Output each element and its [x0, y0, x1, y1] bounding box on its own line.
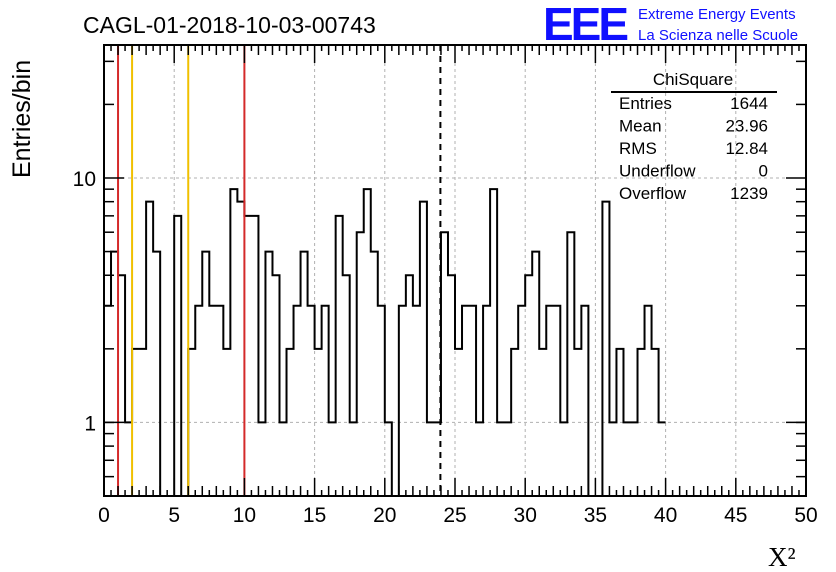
logo-mark: EEE	[543, 0, 627, 50]
histogram-bin	[645, 306, 652, 496]
histogram-bin	[385, 422, 392, 496]
x-tick-label: 35	[584, 504, 607, 527]
histogram-bin	[567, 232, 574, 496]
histogram-bin	[216, 306, 223, 496]
grid-lines	[104, 45, 806, 496]
stats-box: ChiSquare Entries 1644 Mean 23.96 RMS 12.84 Un…	[611, 70, 777, 203]
histogram-bin	[560, 422, 567, 496]
histogram-bin	[420, 202, 427, 496]
chart-title: CAGL-01-2018-10-03-00743	[83, 12, 376, 38]
x-tick-label: 50	[794, 504, 817, 527]
histogram-bin	[525, 275, 532, 496]
histogram-bin	[413, 306, 420, 496]
histogram-bin	[364, 189, 371, 496]
histogram-bin	[448, 275, 455, 496]
histogram-bin	[399, 306, 406, 496]
histogram-bin	[469, 306, 476, 496]
histogram-bin	[237, 202, 244, 496]
histogram-bin	[125, 422, 132, 496]
histogram-bin	[111, 252, 118, 496]
histogram-bin	[532, 252, 539, 496]
histogram-bin	[343, 275, 350, 496]
histogram-bin	[602, 202, 609, 496]
histogram-bin	[553, 306, 560, 496]
stats-title: ChiSquare	[653, 70, 733, 89]
x-tick-label: 45	[724, 504, 747, 527]
x-axis-label: X²	[768, 542, 796, 572]
histogram-bin	[230, 189, 237, 496]
histogram-outline	[104, 188, 666, 497]
histogram-bin	[251, 216, 258, 496]
histogram-bin	[329, 422, 336, 496]
stats-label: Entries	[619, 94, 672, 113]
x-tick-label: 0	[98, 504, 110, 527]
x-tick-label: 25	[443, 504, 466, 527]
histogram-bin	[280, 422, 287, 496]
axis-ticks	[103, 45, 807, 497]
histogram-bin	[546, 306, 553, 496]
histogram-bin	[504, 422, 511, 496]
histogram-bin	[518, 306, 525, 496]
histogram-bin	[104, 306, 111, 496]
stats-label: Overflow	[619, 184, 687, 203]
histogram-bin	[350, 422, 357, 496]
histogram-bin	[174, 216, 181, 496]
stats-value: 23.96	[725, 117, 768, 136]
histogram-bin	[476, 422, 483, 496]
x-tick-label: 40	[654, 504, 677, 527]
histogram-bin	[631, 422, 638, 496]
eee-logo: EEE Extreme Energy Events La Scienza nel…	[543, 0, 798, 50]
x-tick-label: 20	[373, 504, 396, 527]
histogram-bin	[427, 422, 434, 496]
stats-value: 0	[759, 162, 768, 181]
histogram-bin	[146, 202, 153, 496]
y-tick-label: 10	[73, 168, 96, 191]
stats-label: Mean	[619, 117, 662, 136]
stats-label: Underflow	[619, 162, 696, 181]
y-tick-label: 1	[84, 412, 96, 435]
histogram-bin	[308, 306, 315, 496]
stats-value: 1644	[730, 94, 768, 113]
x-tick-labels: 0 5 10 15 20 25 30 35 40 45 50	[98, 504, 818, 527]
histogram-bin	[609, 422, 616, 496]
y-axis-label: Entries/bin	[8, 60, 36, 178]
histogram-bin	[195, 306, 202, 496]
histogram-bin	[301, 252, 308, 496]
y-tick-labels: 1 10	[73, 168, 96, 435]
x-tick-label: 30	[514, 504, 537, 527]
stats-value: 1239	[730, 184, 768, 203]
histogram-bin	[118, 275, 125, 496]
logo-line-2: La Scienza nelle Scuole	[638, 27, 798, 44]
histogram-bin	[357, 232, 364, 496]
x-tick-label: 10	[233, 504, 256, 527]
histogram-bin	[258, 422, 265, 496]
histogram-bin	[378, 306, 385, 496]
histogram-bin	[272, 275, 279, 496]
histogram-bin	[153, 252, 160, 496]
histogram-bin	[462, 306, 469, 496]
histogram-bin	[581, 306, 588, 496]
histogram-bin	[406, 275, 413, 496]
histogram-bin	[209, 306, 216, 496]
histogram-bin	[322, 306, 329, 496]
x-tick-label: 5	[168, 504, 180, 527]
histogram-bin	[294, 306, 301, 496]
histogram-bin	[244, 216, 251, 496]
histogram-bin	[490, 189, 497, 496]
stats-value: 12.84	[725, 139, 768, 158]
histogram-bin	[483, 306, 490, 496]
histogram-bin	[497, 422, 504, 496]
histogram-bin	[659, 422, 666, 496]
histogram-bin	[336, 216, 343, 496]
histogram-bin	[265, 252, 272, 496]
histogram-bin	[441, 232, 448, 496]
logo-line-1: Extreme Energy Events	[638, 6, 796, 23]
x-tick-label: 15	[303, 504, 326, 527]
histogram-bin	[202, 252, 209, 496]
histogram-bin	[371, 252, 378, 496]
histogram-bin	[623, 422, 630, 496]
stats-label: RMS	[619, 139, 657, 158]
marker-lines	[117, 45, 442, 496]
